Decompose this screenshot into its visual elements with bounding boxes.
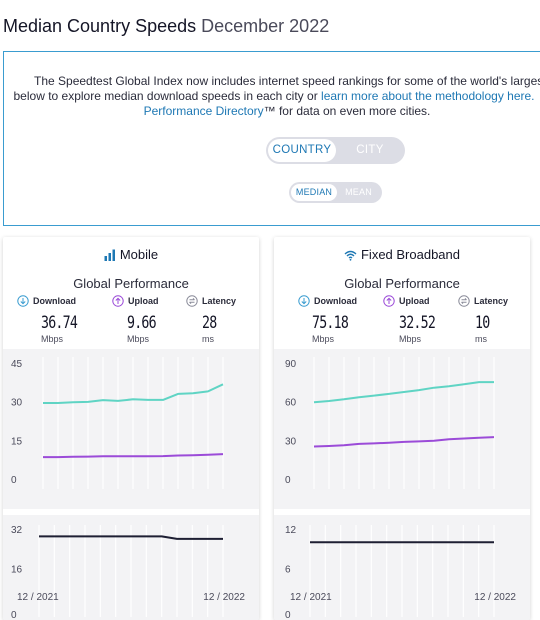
- y-tick-label: 60: [285, 398, 297, 409]
- performance-directory-link[interactable]: Performance Directory: [143, 104, 264, 118]
- latency-value: 10: [475, 313, 490, 333]
- mobile-panel-header: Mobile: [3, 247, 259, 264]
- end-date-label: 12 / 2022: [474, 592, 516, 603]
- latency-label-text: Latency: [202, 296, 237, 306]
- download-arrow-icon: [17, 295, 29, 307]
- wifi-icon: [344, 249, 357, 264]
- latency-value: 28: [202, 313, 217, 333]
- upload-metric: Upload 9.66 Mbps: [112, 295, 164, 344]
- download-arrow-icon: [298, 295, 310, 307]
- upload-label-text: Upload: [399, 296, 430, 306]
- upload-unit: Mbps: [399, 334, 422, 344]
- start-date-label: 12 / 2021: [17, 592, 59, 603]
- y-tick-label: 6: [285, 565, 291, 576]
- latency-series-line: [39, 535, 223, 540]
- latency-icon: [458, 295, 470, 307]
- latency-metric: Latency 10 ms: [458, 295, 508, 344]
- info-box: The Speedtest Global Index now includes …: [3, 51, 540, 226]
- mean-toggle-option[interactable]: MEAN: [345, 187, 372, 197]
- download-value: 36.74: [41, 313, 78, 333]
- page-subtitle: December 2022: [201, 16, 330, 36]
- info-line-2-text: below to explore median download speeds …: [13, 89, 322, 103]
- upload-label: Upload: [383, 295, 445, 307]
- median-toggle-option[interactable]: MEDIAN: [291, 184, 337, 201]
- info-line-1: The Speedtest Global Index now includes …: [34, 74, 540, 88]
- y-tick-label: 0: [11, 475, 17, 486]
- y-tick-label: 0: [285, 610, 291, 620]
- download-metric: Download 36.74 Mbps: [17, 295, 87, 344]
- fixed-speed-chart: 0 30 60 90: [274, 349, 530, 509]
- y-tick-label: 12: [285, 525, 297, 536]
- y-tick-label: 30: [11, 398, 23, 409]
- latency-unit: ms: [202, 334, 214, 344]
- fixed-latency-chart: 0 6 12: [274, 515, 530, 620]
- download-unit: Mbps: [312, 334, 335, 344]
- info-line-3-text: ™ for data on even more cities.: [263, 104, 431, 118]
- y-tick-label: 16: [11, 565, 23, 576]
- latency-metric: Latency 28 ms: [186, 295, 236, 344]
- upload-unit: Mbps: [127, 334, 150, 344]
- download-label: Download: [298, 295, 358, 307]
- fixed-panel-header: Fixed Broadband: [274, 247, 530, 264]
- latency-icon: [186, 295, 198, 307]
- upload-arrow-icon: [112, 295, 124, 307]
- y-tick-label: 15: [11, 436, 23, 447]
- latency-label: Latency: [458, 295, 508, 307]
- mobile-panel: Mobile Global Performance Download 36.74…: [3, 237, 259, 620]
- global-performance-title: Global Performance: [344, 276, 460, 291]
- download-series-line: [43, 383, 224, 404]
- upload-label: Upload: [112, 295, 164, 307]
- end-date-label: 12 / 2022: [203, 592, 245, 603]
- y-tick-label: 0: [285, 475, 291, 486]
- y-tick-label: 32: [11, 525, 23, 536]
- upload-label-text: Upload: [128, 296, 159, 306]
- upload-metric: Upload 32.52 Mbps: [383, 295, 445, 344]
- download-label-text: Download: [314, 296, 357, 306]
- country-city-toggle[interactable]: COUNTRY CITY: [266, 137, 405, 164]
- global-performance-title: Global Performance: [73, 276, 189, 291]
- mobile-speed-chart: 0 15 30 45: [3, 349, 259, 509]
- median-mean-toggle[interactable]: MEDIAN MEAN: [289, 182, 382, 203]
- latency-label-text: Latency: [474, 296, 509, 306]
- info-line-2: below to explore median download speeds …: [4, 89, 540, 104]
- latency-unit: ms: [475, 334, 487, 344]
- info-text: The Speedtest Global Index now includes …: [4, 74, 540, 119]
- page-title-text: Median Country Speeds: [3, 16, 197, 36]
- upload-arrow-icon: [383, 295, 395, 307]
- upload-series-line: [313, 436, 495, 448]
- download-metric: Download 75.18 Mbps: [298, 295, 358, 344]
- latency-label: Latency: [186, 295, 236, 307]
- upload-value: 32.52: [399, 313, 436, 333]
- upload-value: 9.66: [127, 313, 157, 333]
- y-tick-label: 90: [285, 359, 297, 370]
- y-tick-label: 30: [285, 436, 297, 447]
- download-value: 75.18: [312, 313, 349, 333]
- start-date-label: 12 / 2021: [290, 592, 332, 603]
- info-line-3: Performance Directory™ for data on even …: [4, 104, 540, 119]
- mobile-latency-chart: 0 16 32: [3, 515, 259, 620]
- fixed-broadband-panel: Fixed Broadband Global Performance Downl…: [274, 237, 530, 620]
- methodology-link[interactable]: learn more about the methodology here.: [321, 89, 535, 103]
- fixed-panel-title: Fixed Broadband: [360, 247, 460, 262]
- page-title: Median Country Speeds December 2022: [3, 16, 329, 37]
- download-label-text: Download: [33, 296, 76, 306]
- download-series-line: [313, 381, 494, 404]
- y-tick-label: 45: [11, 359, 23, 370]
- download-label: Download: [17, 295, 87, 307]
- country-toggle-option[interactable]: COUNTRY: [268, 139, 336, 162]
- download-unit: Mbps: [41, 334, 64, 344]
- city-toggle-option[interactable]: CITY: [356, 144, 384, 156]
- mobile-panel-title: Mobile: [119, 247, 159, 262]
- upload-series-line: [43, 453, 224, 459]
- signal-bars-icon: [104, 249, 116, 264]
- y-tick-label: 0: [11, 610, 17, 620]
